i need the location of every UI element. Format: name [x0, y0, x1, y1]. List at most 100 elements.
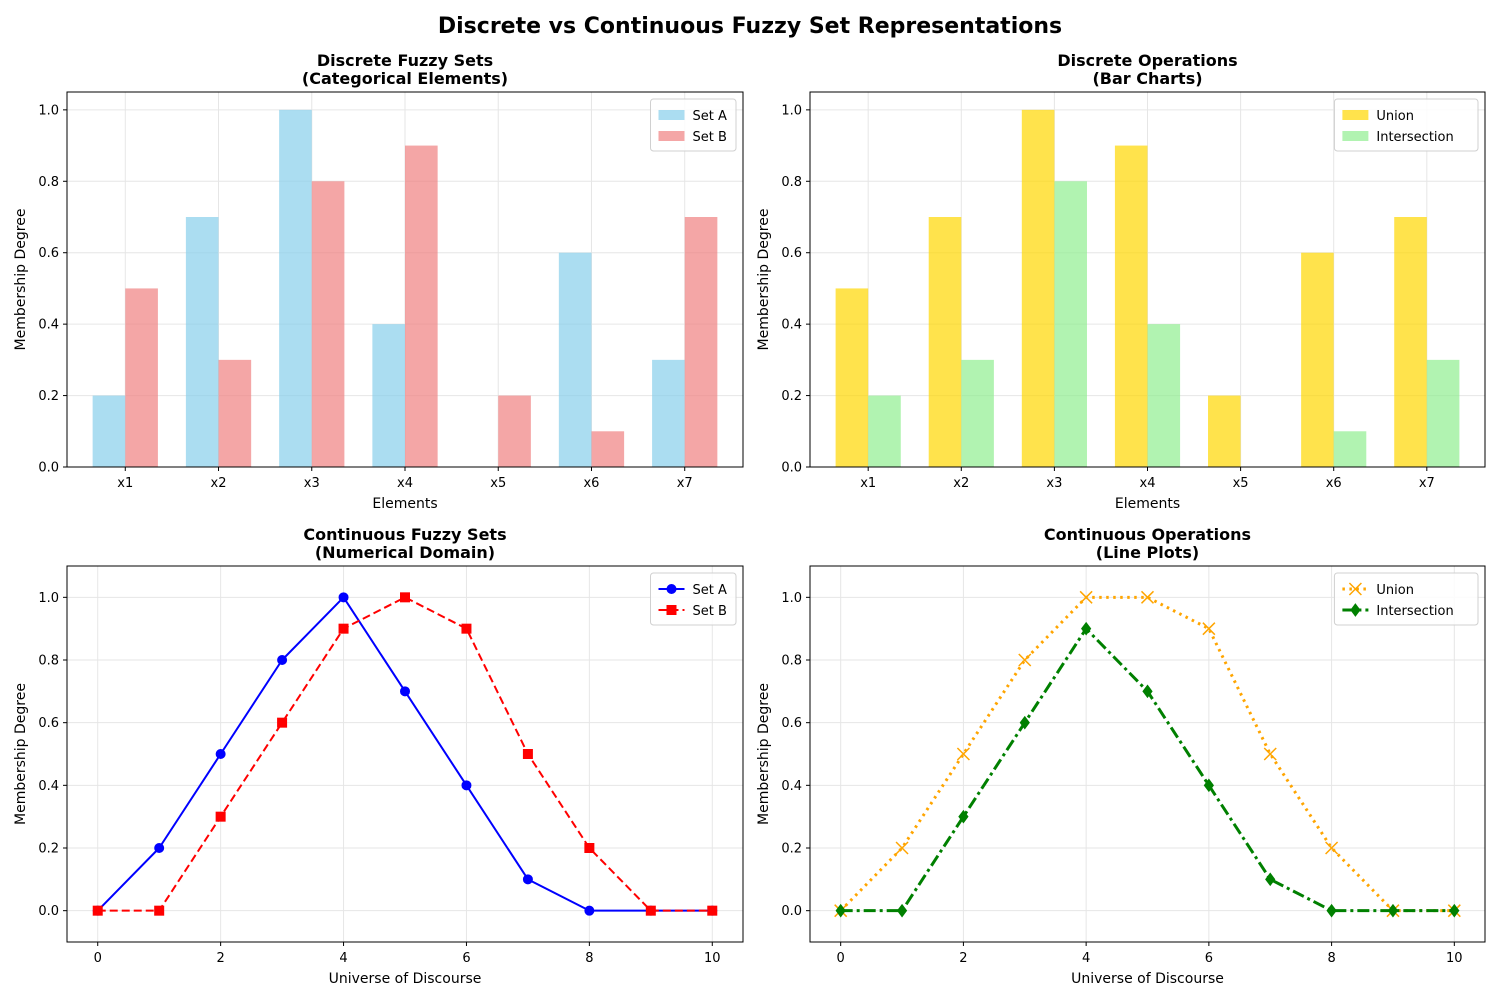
x-tick-label: x5 [1233, 476, 1249, 491]
chart-title-line: (Numerical Domain) [315, 543, 495, 562]
bar-union [1301, 252, 1334, 467]
y-tick-label: 0.4 [38, 779, 59, 794]
x-tick-label: x2 [211, 476, 227, 491]
y-axis-label: Membership Degree [13, 209, 29, 351]
bar-set-b [218, 359, 252, 467]
point-set-b [461, 623, 472, 634]
point-intersection [1019, 715, 1030, 730]
series-line-intersection [840, 627, 1455, 913]
point-union [895, 841, 909, 855]
point-intersection [1142, 684, 1153, 699]
y-tick-label: 0.2 [781, 842, 802, 857]
chart-title-line: Discrete Fuzzy Sets [317, 51, 493, 70]
bar-set-b [405, 145, 438, 468]
point-set-b [707, 905, 718, 916]
point-set-a [215, 749, 226, 759]
point-intersection [1326, 903, 1337, 918]
point-union [1079, 590, 1093, 604]
y-tick-label: 0.0 [781, 904, 802, 919]
point-intersection [958, 809, 969, 824]
x-tick-label: 2 [959, 951, 967, 966]
legend-marker [666, 605, 677, 615]
point-set-b [338, 623, 349, 634]
x-tick-label: 8 [585, 951, 593, 966]
x-tick-label: x2 [953, 476, 969, 491]
x-tick-label: x1 [860, 476, 876, 491]
x-axis-label: Elements [1115, 496, 1180, 512]
point-set-a [461, 780, 472, 791]
y-tick-label: 0.4 [38, 318, 59, 333]
legend-label: Intersection [1376, 604, 1453, 619]
point-intersection [1081, 621, 1092, 636]
y-axis-label: Membership Degree [756, 209, 772, 351]
legend-label: Set B [693, 604, 727, 619]
bar-intersection [1054, 181, 1087, 468]
x-tick-label: 8 [1327, 951, 1335, 966]
y-tick-label: 0.8 [781, 175, 802, 190]
legend-swatch [1342, 131, 1369, 141]
point-set-b [277, 717, 288, 728]
bar-union [1208, 395, 1241, 467]
series-line-union [839, 595, 1455, 913]
legend: Set A Set B [650, 98, 737, 152]
bar-intersection [1147, 324, 1181, 467]
x-tick-label: 6 [1205, 951, 1213, 966]
bar-set-a [92, 395, 126, 467]
x-tick-label: x5 [490, 476, 506, 491]
point-set-b [522, 749, 533, 759]
y-tick-label: 0.2 [38, 389, 59, 404]
point-set-a [154, 843, 165, 853]
x-tick-label: 0 [837, 951, 845, 966]
y-tick-label: 0.8 [781, 654, 802, 669]
x-tick-label: x6 [1326, 476, 1342, 491]
y-tick-label: 0.8 [38, 175, 59, 190]
chart-panel-1: 0.0 0.2 0.4 0.6 0.8 1.0 x1 x2 x3 x4 x5 x6 x7 Elements… [13, 51, 744, 512]
legend-swatch [658, 110, 685, 120]
y-tick-label: 0.6 [38, 246, 59, 261]
point-set-a [584, 905, 595, 916]
x-tick-label: 0 [94, 951, 102, 966]
x-tick-label: x4 [1140, 476, 1156, 491]
bar-set-a [279, 109, 312, 467]
bar-set-b [125, 288, 158, 467]
bar-set-a [372, 324, 405, 467]
x-tick-label: x6 [583, 476, 599, 491]
y-tick-label: 0.0 [781, 461, 802, 476]
bar-set-b [591, 431, 625, 467]
x-tick-label: x3 [304, 476, 320, 491]
chart-title-line: Continuous Fuzzy Sets [303, 525, 506, 544]
legend: Union Intersection [1333, 98, 1479, 152]
bar-union [1394, 217, 1427, 467]
point-set-b [154, 905, 165, 916]
legend: Set A Set B [650, 572, 737, 626]
chart-title-line: Continuous Operations [1044, 525, 1251, 544]
x-axis-label: Universe of Discourse [329, 971, 482, 987]
y-axis-label: Membership Degree [13, 683, 29, 825]
bar-set-a [652, 359, 685, 467]
legend-swatch [1342, 110, 1369, 120]
point-set-b [215, 811, 226, 822]
x-tick-label: x3 [1046, 476, 1062, 491]
legend-box [1333, 98, 1479, 152]
bar-intersection [1426, 359, 1460, 467]
point-set-b [645, 905, 656, 916]
point-set-a [522, 874, 533, 885]
axes-frame [66, 565, 744, 943]
chart-title-line: (Bar Charts) [1092, 69, 1202, 88]
x-tick-label: x7 [1419, 476, 1435, 491]
y-tick-label: 0.6 [38, 716, 59, 731]
y-tick-label: 1.0 [38, 103, 59, 118]
bar-union [1021, 109, 1055, 467]
bar-set-a [185, 217, 219, 467]
legend-marker [1350, 603, 1361, 617]
point-union [1018, 653, 1032, 667]
legend-box [1333, 572, 1479, 626]
legend-label: Set A [693, 583, 727, 598]
legend-label: Set A [693, 109, 727, 124]
point-set-a [400, 686, 410, 697]
y-tick-label: 1.0 [781, 103, 802, 118]
bar-intersection [868, 395, 901, 467]
x-tick-label: x4 [397, 476, 413, 491]
